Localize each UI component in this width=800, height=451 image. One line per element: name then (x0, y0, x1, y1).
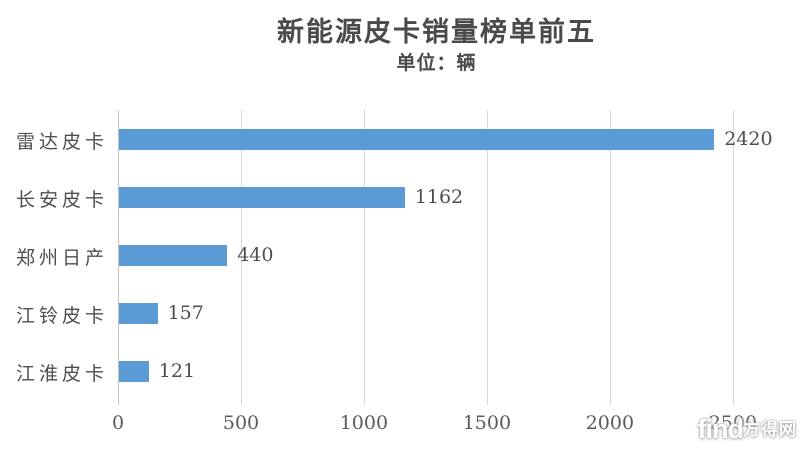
category-label: 雷达皮卡 (15, 131, 108, 153)
x-tick-label: 0 (111, 412, 125, 434)
bar (119, 128, 715, 150)
x-tick-label: 2500 (708, 412, 758, 434)
watermark: find方得网 (698, 414, 797, 445)
watermark-latin-text: find (697, 414, 744, 444)
bar (119, 302, 158, 324)
gridline (241, 110, 242, 405)
gridline (486, 110, 488, 405)
gridline (363, 110, 365, 405)
x-tick-label: 2000 (585, 412, 635, 434)
category-label: 江铃皮卡 (15, 305, 108, 327)
bar (119, 186, 405, 208)
chart-subtitle: 单位：辆 (396, 52, 477, 74)
bar (119, 244, 228, 266)
category-label: 郑州日产 (15, 247, 108, 269)
watermark-cjk-text: 方得网 (743, 420, 797, 440)
y-axis-line (118, 110, 119, 405)
bar-value-label: 121 (158, 359, 196, 382)
x-tick-label: 500 (222, 412, 260, 434)
gridline (732, 110, 734, 405)
bar-value-label: 2420 (724, 127, 773, 150)
x-tick-label: 1500 (462, 412, 512, 434)
bar-value-label: 440 (237, 243, 274, 266)
category-label: 江淮皮卡 (15, 363, 108, 385)
bar-value-label: 1162 (414, 185, 464, 208)
chart-title: 新能源皮卡销量榜单前五 (277, 17, 596, 48)
category-label: 长安皮卡 (15, 189, 108, 211)
plot-area: 2420 1162 440 157 121 (118, 110, 773, 405)
x-axis: 0 500 1000 1500 2000 2500 (0, 400, 800, 440)
category-axis: 雷达皮卡 长安皮卡 郑州日产 江铃皮卡 江淮皮卡 (0, 110, 104, 400)
bar (119, 360, 149, 382)
x-tick-label: 1000 (339, 412, 389, 434)
bar-value-label: 157 (167, 301, 204, 324)
gridline (609, 110, 611, 405)
